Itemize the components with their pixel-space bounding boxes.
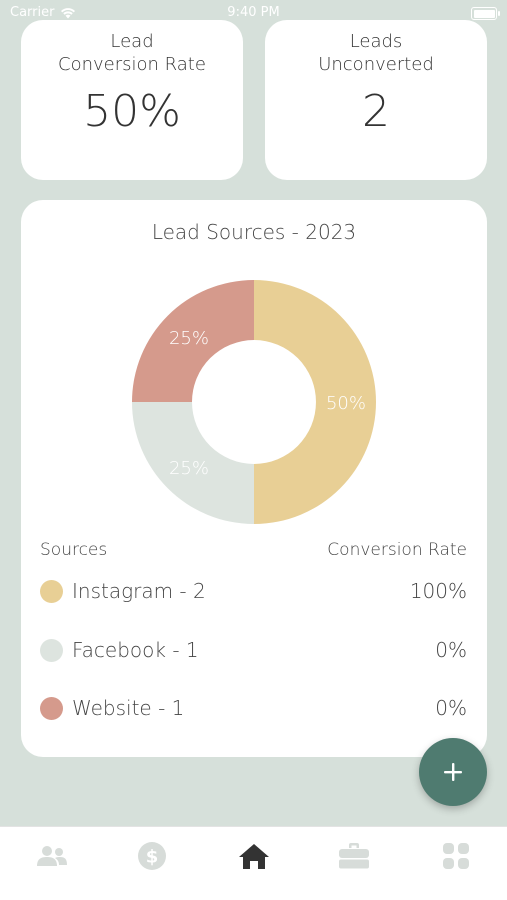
briefcase-icon — [339, 843, 369, 869]
conversion-rate-title: Lead Conversion Rate — [58, 31, 206, 75]
source-label: Instagram - 2 — [72, 579, 206, 603]
facebook-color-dot — [40, 639, 63, 662]
lead-sources-card: Lead Sources - 2023 50% 25% 25% Sources Co… — [21, 200, 487, 757]
leads-unconverted-title: Leads Unconverted — [318, 31, 434, 75]
tab-jobs[interactable] — [337, 839, 371, 873]
tab-home[interactable] — [237, 839, 271, 873]
sources-header: Sources — [40, 540, 108, 560]
grid-icon — [443, 843, 469, 869]
donut-label-facebook: 25% — [169, 458, 209, 479]
tab-more[interactable] — [439, 839, 473, 873]
battery-icon — [471, 7, 500, 20]
donut-slice-instagram — [254, 280, 376, 524]
source-rate: 100% — [409, 579, 467, 603]
status-time: 9:40 PM — [227, 5, 280, 20]
legend-row-website: Website - 1 0% — [40, 694, 467, 724]
lead-sources-title: Lead Sources - 2023 — [151, 220, 357, 244]
donut-slice-website — [132, 280, 254, 402]
tab-bar: $ — [0, 826, 507, 900]
source-label: Facebook - 1 — [72, 638, 199, 662]
svg-text:$: $ — [146, 847, 159, 868]
instagram-color-dot — [40, 580, 63, 603]
donut-label-instagram: 50% — [326, 393, 366, 414]
legend-header: Sources Conversion Rate — [40, 540, 467, 564]
source-label: Website - 1 — [72, 696, 185, 720]
status-bar: Carrier 9:40 PM — [0, 0, 507, 28]
donut-label-website: 25% — [169, 328, 209, 349]
source-rate: 0% — [435, 638, 467, 662]
leads-unconverted-value: 2 — [362, 86, 390, 137]
website-color-dot — [40, 697, 63, 720]
conversion-rate-value: 50% — [83, 86, 181, 137]
conversion-rate-card: Lead Conversion Rate 50% — [21, 20, 243, 180]
conversion-rate-header: Conversion Rate — [327, 540, 467, 560]
legend-row-instagram: Instagram - 2 100% — [40, 577, 467, 607]
donut-slice-facebook — [132, 402, 254, 524]
tab-clients[interactable] — [35, 839, 69, 873]
wifi-icon — [61, 7, 76, 18]
tab-finance[interactable]: $ — [135, 839, 169, 873]
lead-sources-donut-chart: 50% 25% 25% — [132, 280, 376, 524]
people-icon — [37, 846, 67, 866]
status-carrier-group: Carrier — [10, 5, 76, 20]
plus-icon — [444, 763, 462, 781]
add-button[interactable] — [419, 738, 487, 806]
legend-row-facebook: Facebook - 1 0% — [40, 636, 467, 666]
source-rate: 0% — [435, 696, 467, 720]
dollar-icon: $ — [138, 842, 166, 870]
home-icon — [239, 844, 269, 869]
leads-unconverted-card: Leads Unconverted 2 — [265, 20, 487, 180]
carrier-label: Carrier — [10, 5, 55, 20]
